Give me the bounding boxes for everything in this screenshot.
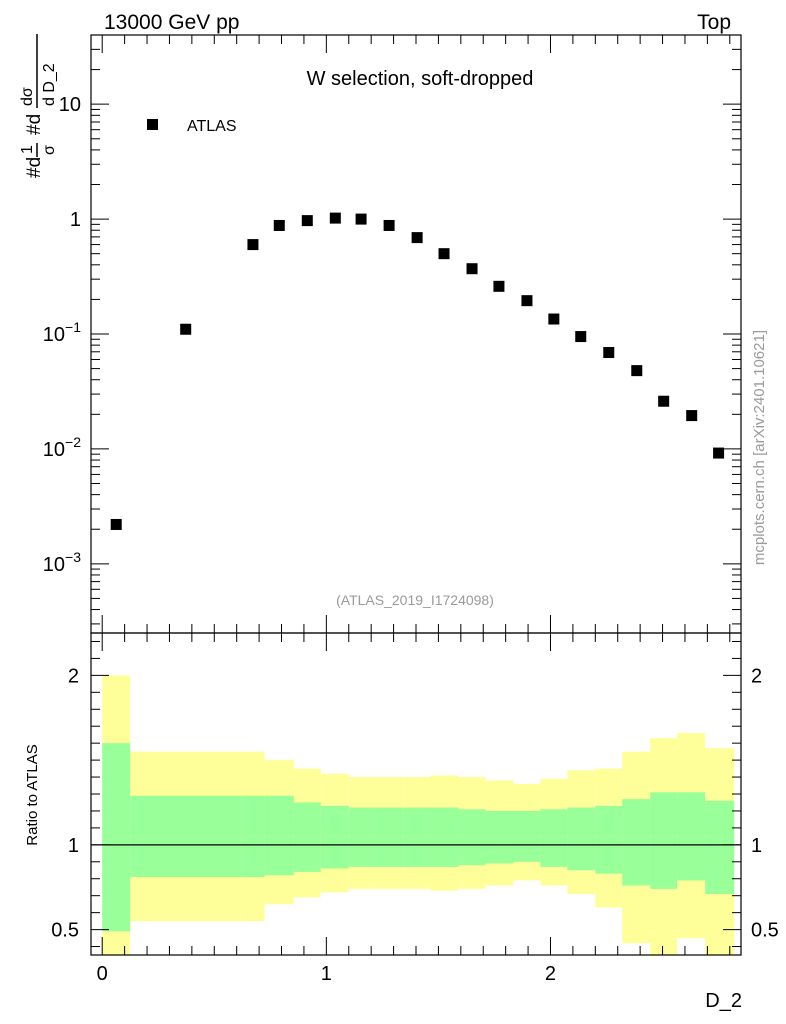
data-point bbox=[631, 365, 643, 377]
ratio-band-stat bbox=[540, 809, 568, 867]
x-tick-label: 1 bbox=[321, 963, 332, 985]
ratio-panel: 0.5 0.5 1 1 2 2 0 1 2 Ratio to ATLAS D_2 bbox=[24, 632, 779, 1012]
header-right-label: Top bbox=[697, 11, 731, 34]
y-label-frac-1: 1 bbox=[19, 145, 36, 154]
data-point bbox=[493, 280, 505, 292]
y-tick-label: 1 bbox=[70, 209, 81, 231]
ratio-band-stat bbox=[677, 792, 706, 881]
ratio-band-stat bbox=[403, 807, 431, 867]
legend-label-atlas: ATLAS bbox=[187, 118, 237, 135]
y-label-text-2: #d bbox=[24, 114, 45, 135]
y-tick-label: 10−3 bbox=[43, 549, 81, 576]
ratio-band-stat bbox=[458, 809, 486, 866]
ratio-band-stat bbox=[130, 795, 242, 878]
ratio-band-stat bbox=[320, 805, 349, 869]
ratio-y-tick-label: 0.5 bbox=[51, 920, 79, 942]
ratio-band-stat bbox=[513, 810, 541, 862]
data-point bbox=[521, 295, 533, 307]
mcplots-side-label: mcplots.cern.ch [arXiv:2401.10621] bbox=[751, 330, 768, 565]
ratio-band-stat bbox=[348, 807, 375, 867]
data-point bbox=[273, 219, 285, 231]
data-point bbox=[355, 213, 367, 225]
main-y-axis-ticks: 10−3 10−2 10−1 1 10 bbox=[43, 34, 741, 625]
ratio-band-stat bbox=[650, 792, 678, 889]
data-point bbox=[383, 219, 395, 231]
ratio-band-stat bbox=[595, 805, 623, 874]
x-tick-label: 0 bbox=[97, 963, 108, 985]
main-panel: W selection, soft-dropped (ATLAS_2019_I1… bbox=[19, 34, 742, 634]
ratio-y-tick-label: 2 bbox=[68, 665, 79, 687]
x-axis-label: D_2 bbox=[705, 990, 742, 1012]
ratio-band-stat bbox=[102, 743, 131, 932]
data-point bbox=[329, 212, 341, 224]
analysis-watermark: (ATLAS_2019_I1724098) bbox=[336, 592, 494, 608]
ratio-band-stat bbox=[705, 800, 735, 894]
main-y-axis-label: #d 1 σ #d dσ d D_2 bbox=[19, 34, 58, 178]
ratio-y-axis-ticks: 0.5 0.5 1 1 2 2 bbox=[51, 640, 779, 948]
ratio-band-stat bbox=[264, 795, 294, 876]
data-point bbox=[301, 215, 313, 227]
ratio-y-axis-label: Ratio to ATLAS bbox=[24, 744, 41, 845]
y-label-text: #d bbox=[24, 157, 45, 178]
y-tick-label: 10−1 bbox=[43, 319, 81, 346]
x-tick-label: 2 bbox=[545, 963, 556, 985]
header-left-label: 13000 GeV pp bbox=[104, 11, 239, 34]
y-label-frac-dsigma: dσ bbox=[19, 87, 36, 106]
ratio-band-stat bbox=[622, 799, 651, 886]
data-point bbox=[180, 323, 192, 335]
y-label-frac-sigma: σ bbox=[41, 145, 58, 155]
data-point bbox=[575, 331, 587, 343]
data-point bbox=[658, 395, 670, 407]
y-tick-label: 10 bbox=[59, 94, 81, 116]
ratio-y-tick-label: 1 bbox=[68, 835, 79, 857]
data-point bbox=[247, 239, 259, 251]
data-point bbox=[411, 232, 423, 244]
legend: ATLAS bbox=[147, 118, 237, 135]
data-point bbox=[466, 263, 478, 275]
y-label-frac-dd2: d D_2 bbox=[41, 63, 58, 106]
ratio-band-stat bbox=[485, 810, 514, 864]
main-plot-title: W selection, soft-dropped bbox=[307, 68, 534, 90]
atlas-data-points bbox=[110, 212, 725, 530]
ratio-band-stat bbox=[293, 802, 321, 872]
ratio-y-tick-label-right: 1 bbox=[751, 835, 762, 857]
ratio-band-stat bbox=[567, 807, 596, 871]
ratio-y-tick-label-right: 2 bbox=[751, 665, 762, 687]
ratio-y-tick-label-right: 0.5 bbox=[751, 920, 779, 942]
data-point bbox=[603, 347, 615, 359]
ratio-band-stat bbox=[430, 807, 459, 867]
data-point bbox=[548, 313, 560, 325]
main-x-axis-ticks bbox=[101, 35, 731, 633]
ratio-x-axis-ticks: 0 1 2 bbox=[97, 633, 731, 985]
legend-marker-atlas bbox=[147, 119, 158, 130]
data-point bbox=[686, 410, 698, 422]
ratio-band-stat bbox=[374, 807, 404, 867]
ratio-band-stat bbox=[241, 795, 265, 878]
y-tick-label: 10−2 bbox=[43, 434, 81, 461]
ratio-bands bbox=[102, 675, 735, 955]
data-point bbox=[438, 248, 450, 260]
data-point bbox=[713, 447, 725, 459]
data-point bbox=[110, 518, 122, 530]
